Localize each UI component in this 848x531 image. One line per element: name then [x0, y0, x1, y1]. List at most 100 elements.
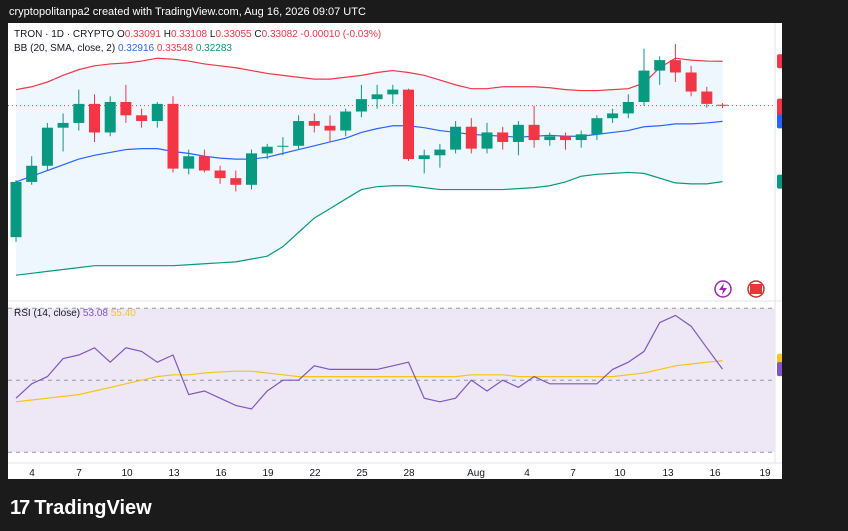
- candle: [57, 113, 69, 152]
- chart-credit: cryptopolitanpa2 created with TradingVie…: [9, 6, 366, 18]
- candle: [10, 180, 22, 242]
- candle-body: [57, 122, 69, 128]
- bollinger-bands: [8, 57, 775, 276]
- candle: [371, 84, 383, 109]
- candle: [544, 132, 556, 146]
- candle-body: [136, 115, 148, 122]
- bb-lower-value: 0.32283: [195, 43, 232, 54]
- candle-body: [560, 136, 571, 141]
- candle: [465, 118, 477, 154]
- candle-body: [512, 124, 524, 142]
- time-tick-label: 7: [570, 468, 576, 479]
- candle: [418, 149, 430, 174]
- bb-upper-value: 0.33548: [156, 43, 194, 54]
- price-chart-canvas[interactable]: USD0.325000.320000.315000.335480.3308214…: [8, 23, 831, 479]
- candle-body: [465, 126, 477, 149]
- bb-upper-line: [15, 57, 723, 92]
- candle: [450, 121, 462, 154]
- candle-body: [26, 165, 38, 182]
- time-tick-label: 16: [709, 468, 721, 479]
- candle-body: [575, 134, 587, 141]
- time-tick-label: 4: [524, 468, 530, 479]
- candle-body: [198, 156, 210, 171]
- candle-body: [246, 153, 257, 185]
- candle-body: [622, 101, 634, 114]
- candle: [607, 108, 619, 123]
- candle-body: [10, 181, 22, 238]
- rsi-band: [8, 308, 775, 453]
- candle: [324, 115, 336, 142]
- bb-basis-value: 0.32916: [117, 43, 155, 54]
- candle: [167, 96, 179, 173]
- time-tick-label: 10: [121, 468, 133, 479]
- candle: [230, 170, 242, 192]
- time-tick-label: 7: [76, 468, 82, 479]
- rsi-value: 53.08: [82, 308, 108, 319]
- candle-body: [481, 132, 493, 149]
- candle: [261, 143, 273, 160]
- time-tick-label: 28: [403, 468, 415, 479]
- price-label-badge: [777, 174, 831, 189]
- candle: [120, 84, 132, 123]
- candle: [717, 103, 728, 109]
- candle: [669, 43, 681, 83]
- candle-body: [104, 101, 116, 133]
- low-label: L: [209, 29, 216, 40]
- time-tick-label: 13: [662, 468, 674, 479]
- candle-body: [450, 126, 462, 150]
- candle-body: [277, 145, 289, 147]
- flag-icon-glyph: [750, 284, 762, 294]
- candle-body: [607, 113, 619, 119]
- time-tick-label: 10: [614, 468, 626, 479]
- candle-body: [544, 136, 556, 141]
- high-label: H: [163, 29, 171, 40]
- candle: [638, 48, 650, 106]
- candle-body: [308, 121, 320, 126]
- candle-body: [167, 103, 179, 169]
- candle-body: [73, 103, 85, 123]
- symbol-label[interactable]: TRON · 1D · CRYPTO: [14, 29, 115, 40]
- bb-basis-line: [15, 120, 723, 183]
- high-value: 0.33108: [170, 29, 208, 40]
- tradingview-wordmark: TradingView: [34, 496, 152, 519]
- time-tick-label: 16: [215, 468, 227, 479]
- rsi-panel: [8, 307, 775, 453]
- candle: [560, 132, 571, 150]
- candle: [136, 108, 148, 128]
- candle-body: [403, 89, 414, 160]
- price-label-badge: [777, 114, 831, 129]
- candle-body: [151, 103, 163, 122]
- candle: [528, 105, 540, 148]
- candle-body: [591, 118, 603, 135]
- candle: [214, 165, 226, 184]
- price-label-badge: [777, 54, 831, 69]
- candle-body: [638, 70, 650, 102]
- candle: [26, 156, 38, 185]
- rsi-label[interactable]: RSI (14, close): [14, 308, 81, 319]
- candle: [104, 96, 116, 137]
- candle: [151, 101, 163, 128]
- candlesticks: [10, 43, 728, 242]
- candle-body: [701, 91, 713, 104]
- candle: [387, 84, 399, 104]
- chart-panel[interactable]: USD0.325000.320000.315000.335480.3308214…: [8, 23, 831, 479]
- candle: [198, 149, 210, 173]
- tradingview-logo[interactable]: 17 TradingView: [10, 495, 152, 521]
- close-value: 0.33082: [261, 29, 298, 40]
- candle-body: [355, 99, 367, 112]
- candle: [481, 122, 493, 154]
- candle: [277, 137, 289, 156]
- candle-body: [685, 72, 697, 92]
- time-tick-label: 19: [262, 468, 274, 479]
- candle-body: [387, 89, 399, 95]
- time-tick-label: 22: [309, 468, 321, 479]
- candle-body: [717, 104, 728, 106]
- candle: [403, 88, 414, 161]
- candle: [308, 113, 320, 133]
- bb-label[interactable]: BB (20, SMA, close, 2): [14, 43, 116, 54]
- candle-body: [230, 178, 242, 185]
- candle: [575, 130, 587, 148]
- candle-body: [340, 111, 352, 131]
- candle-body: [434, 149, 446, 156]
